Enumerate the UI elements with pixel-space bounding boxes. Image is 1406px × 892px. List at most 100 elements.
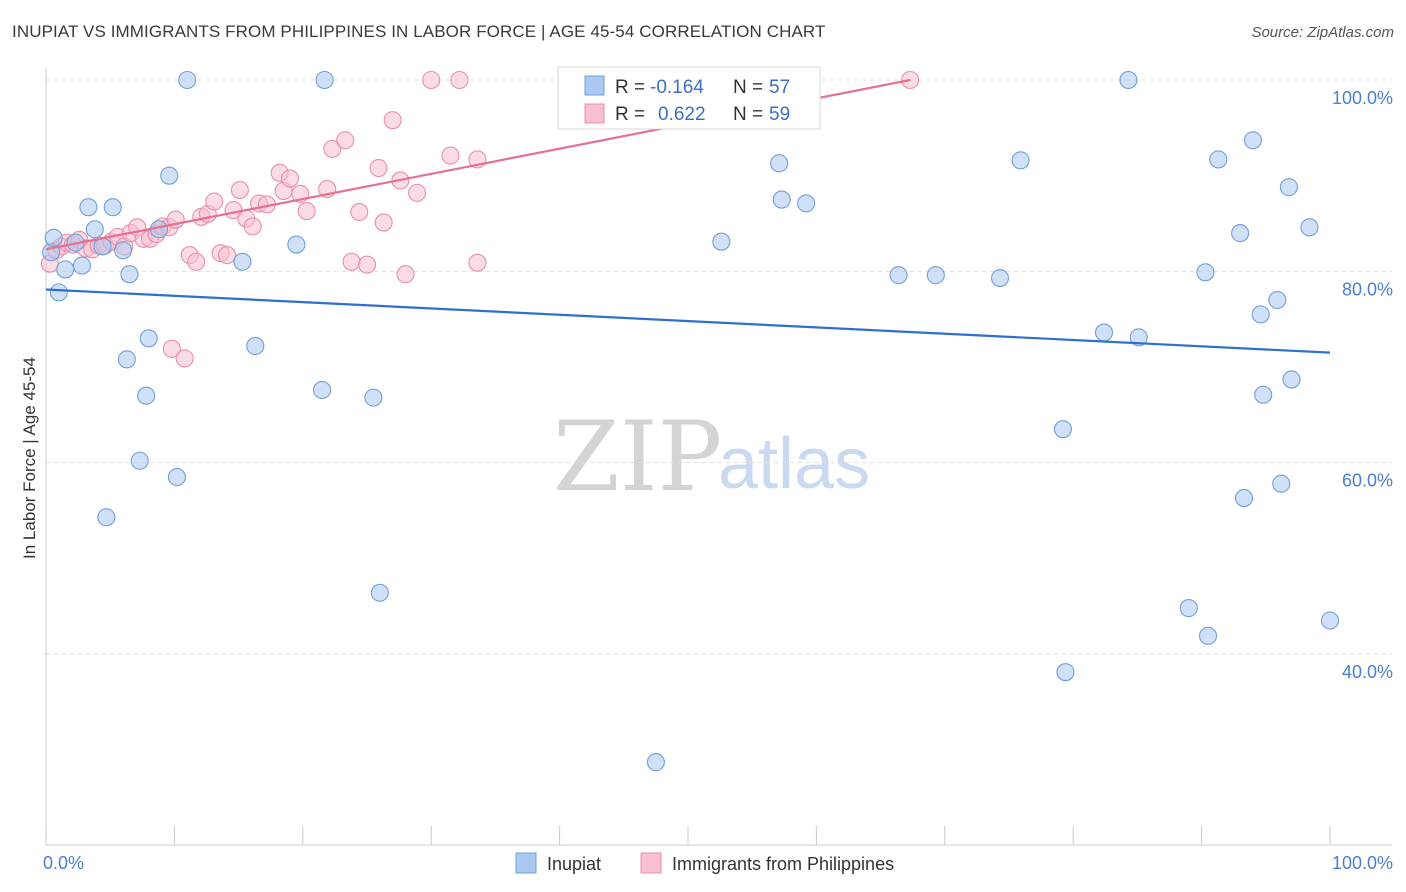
philippines-point bbox=[162, 339, 181, 358]
legend-swatch-philippines bbox=[584, 103, 605, 124]
inupiat-point bbox=[79, 198, 98, 217]
inupiat-point bbox=[97, 508, 116, 527]
x-tick-labels: 0.0% 100.0% bbox=[43, 853, 1393, 873]
source-label: Source: ZipAtlas.com bbox=[1251, 24, 1394, 41]
inupiat-point bbox=[139, 329, 158, 348]
inupiat-point bbox=[990, 268, 1010, 288]
legend-swatch-inupiat bbox=[584, 75, 605, 96]
inupiat-point bbox=[1282, 370, 1301, 389]
inupiat-point bbox=[1056, 663, 1075, 682]
legend-n-value: 57 bbox=[769, 77, 790, 98]
philippines-point bbox=[468, 253, 487, 272]
inupiat-point bbox=[117, 350, 136, 369]
philippines-point bbox=[374, 213, 393, 232]
inupiat-point bbox=[1198, 626, 1218, 645]
inupiat-point bbox=[370, 583, 389, 602]
inupiat-point bbox=[1179, 599, 1198, 618]
inupiat-point bbox=[770, 154, 789, 173]
inupiat-point bbox=[1320, 611, 1340, 630]
inupiat-point bbox=[797, 194, 816, 213]
inupiat-point bbox=[113, 241, 133, 260]
philippines-point bbox=[383, 111, 402, 130]
inupiat-point bbox=[178, 70, 197, 90]
philippines-point bbox=[441, 146, 460, 165]
bottom-legend-swatch-inupiat bbox=[515, 852, 537, 874]
watermark-atlas: atlas bbox=[718, 424, 870, 504]
inupiat-point bbox=[167, 467, 187, 487]
philippines-point bbox=[230, 180, 249, 200]
inupiat-point bbox=[1053, 420, 1072, 439]
correlation-legend: R = -0.164 N = 57 R = 0.622 N = 59 bbox=[557, 66, 821, 130]
bottom-legend-philippines: Immigrants from Philippines bbox=[672, 854, 894, 874]
inupiat-point bbox=[364, 388, 383, 407]
philippines-point bbox=[217, 246, 237, 265]
inupiat-point bbox=[56, 260, 75, 279]
inupiat-trend-line bbox=[45, 288, 1331, 354]
inupiat-point bbox=[772, 190, 791, 209]
philippines-point bbox=[342, 252, 361, 271]
inupiat-point bbox=[926, 266, 945, 285]
inupiat-point bbox=[712, 232, 731, 251]
inupiat-point bbox=[1272, 474, 1291, 493]
y-tick-label: 60.0% bbox=[1342, 471, 1393, 491]
inupiat-point bbox=[1243, 131, 1263, 150]
bottom-legend-inupiat: Inupiat bbox=[547, 854, 601, 874]
inupiat-point bbox=[1254, 385, 1273, 404]
y-tick-labels: 40.0% 60.0% 80.0% 100.0% bbox=[1332, 88, 1393, 682]
philippines-point bbox=[280, 169, 300, 188]
y-tick-label: 40.0% bbox=[1342, 662, 1393, 682]
inupiat-point bbox=[160, 166, 179, 185]
gridlines bbox=[46, 79, 1392, 655]
inupiat-point bbox=[1268, 290, 1287, 310]
watermark: ZIP atlas bbox=[553, 401, 870, 513]
inupiat-point bbox=[1209, 150, 1228, 169]
legend-n-label: N = bbox=[733, 77, 763, 98]
inupiat-point bbox=[1129, 328, 1148, 347]
inupiat-point bbox=[233, 252, 252, 271]
axes bbox=[45, 68, 1392, 846]
inupiat-point bbox=[44, 228, 63, 247]
philippines-point bbox=[422, 70, 441, 90]
inupiat-point bbox=[1196, 263, 1215, 282]
philippines-point bbox=[408, 183, 427, 202]
legend-n-label: N = bbox=[733, 104, 763, 125]
philippines-point bbox=[187, 252, 206, 271]
series-inupiat-points bbox=[42, 70, 1340, 772]
inupiat-point bbox=[1251, 305, 1270, 324]
philippines-point bbox=[323, 139, 342, 158]
legend-n-value: 59 bbox=[769, 104, 790, 125]
inupiat-point bbox=[646, 753, 665, 772]
x-tick-label: 100.0% bbox=[1332, 853, 1393, 873]
inupiat-point bbox=[103, 198, 122, 217]
inupiat-point bbox=[1119, 70, 1138, 90]
philippines-point bbox=[350, 202, 369, 222]
philippines-point bbox=[369, 158, 388, 178]
inupiat-point bbox=[130, 451, 149, 470]
philippines-point bbox=[175, 349, 194, 368]
inupiat-point bbox=[1279, 178, 1298, 197]
inupiat-point bbox=[1231, 224, 1250, 243]
inupiat-point bbox=[1011, 151, 1030, 170]
philippines-point bbox=[450, 70, 469, 90]
philippines-point bbox=[205, 192, 224, 211]
legend-r-label: R = bbox=[615, 77, 645, 98]
inupiat-point bbox=[1094, 323, 1114, 342]
inupiat-point bbox=[246, 336, 265, 356]
watermark-zip: ZIP bbox=[553, 401, 722, 513]
inupiat-point bbox=[313, 380, 332, 400]
inupiat-point bbox=[889, 266, 908, 285]
bottom-legend-swatch-philippines bbox=[640, 852, 662, 874]
legend-r-value: 0.622 bbox=[658, 104, 706, 125]
inupiat-point bbox=[137, 386, 156, 405]
inupiat-point bbox=[120, 265, 139, 284]
philippines-point bbox=[297, 202, 316, 221]
inupiat-point bbox=[1300, 218, 1319, 237]
series-legend: Inupiat Immigrants from Philippines bbox=[515, 852, 894, 874]
inupiat-point bbox=[72, 256, 92, 275]
legend-r-label: R = bbox=[615, 104, 645, 125]
philippines-point bbox=[357, 255, 377, 274]
inupiat-point bbox=[49, 283, 68, 302]
inupiat-point bbox=[85, 220, 104, 239]
philippines-point bbox=[243, 217, 262, 236]
legend-r-value: -0.164 bbox=[650, 77, 704, 98]
